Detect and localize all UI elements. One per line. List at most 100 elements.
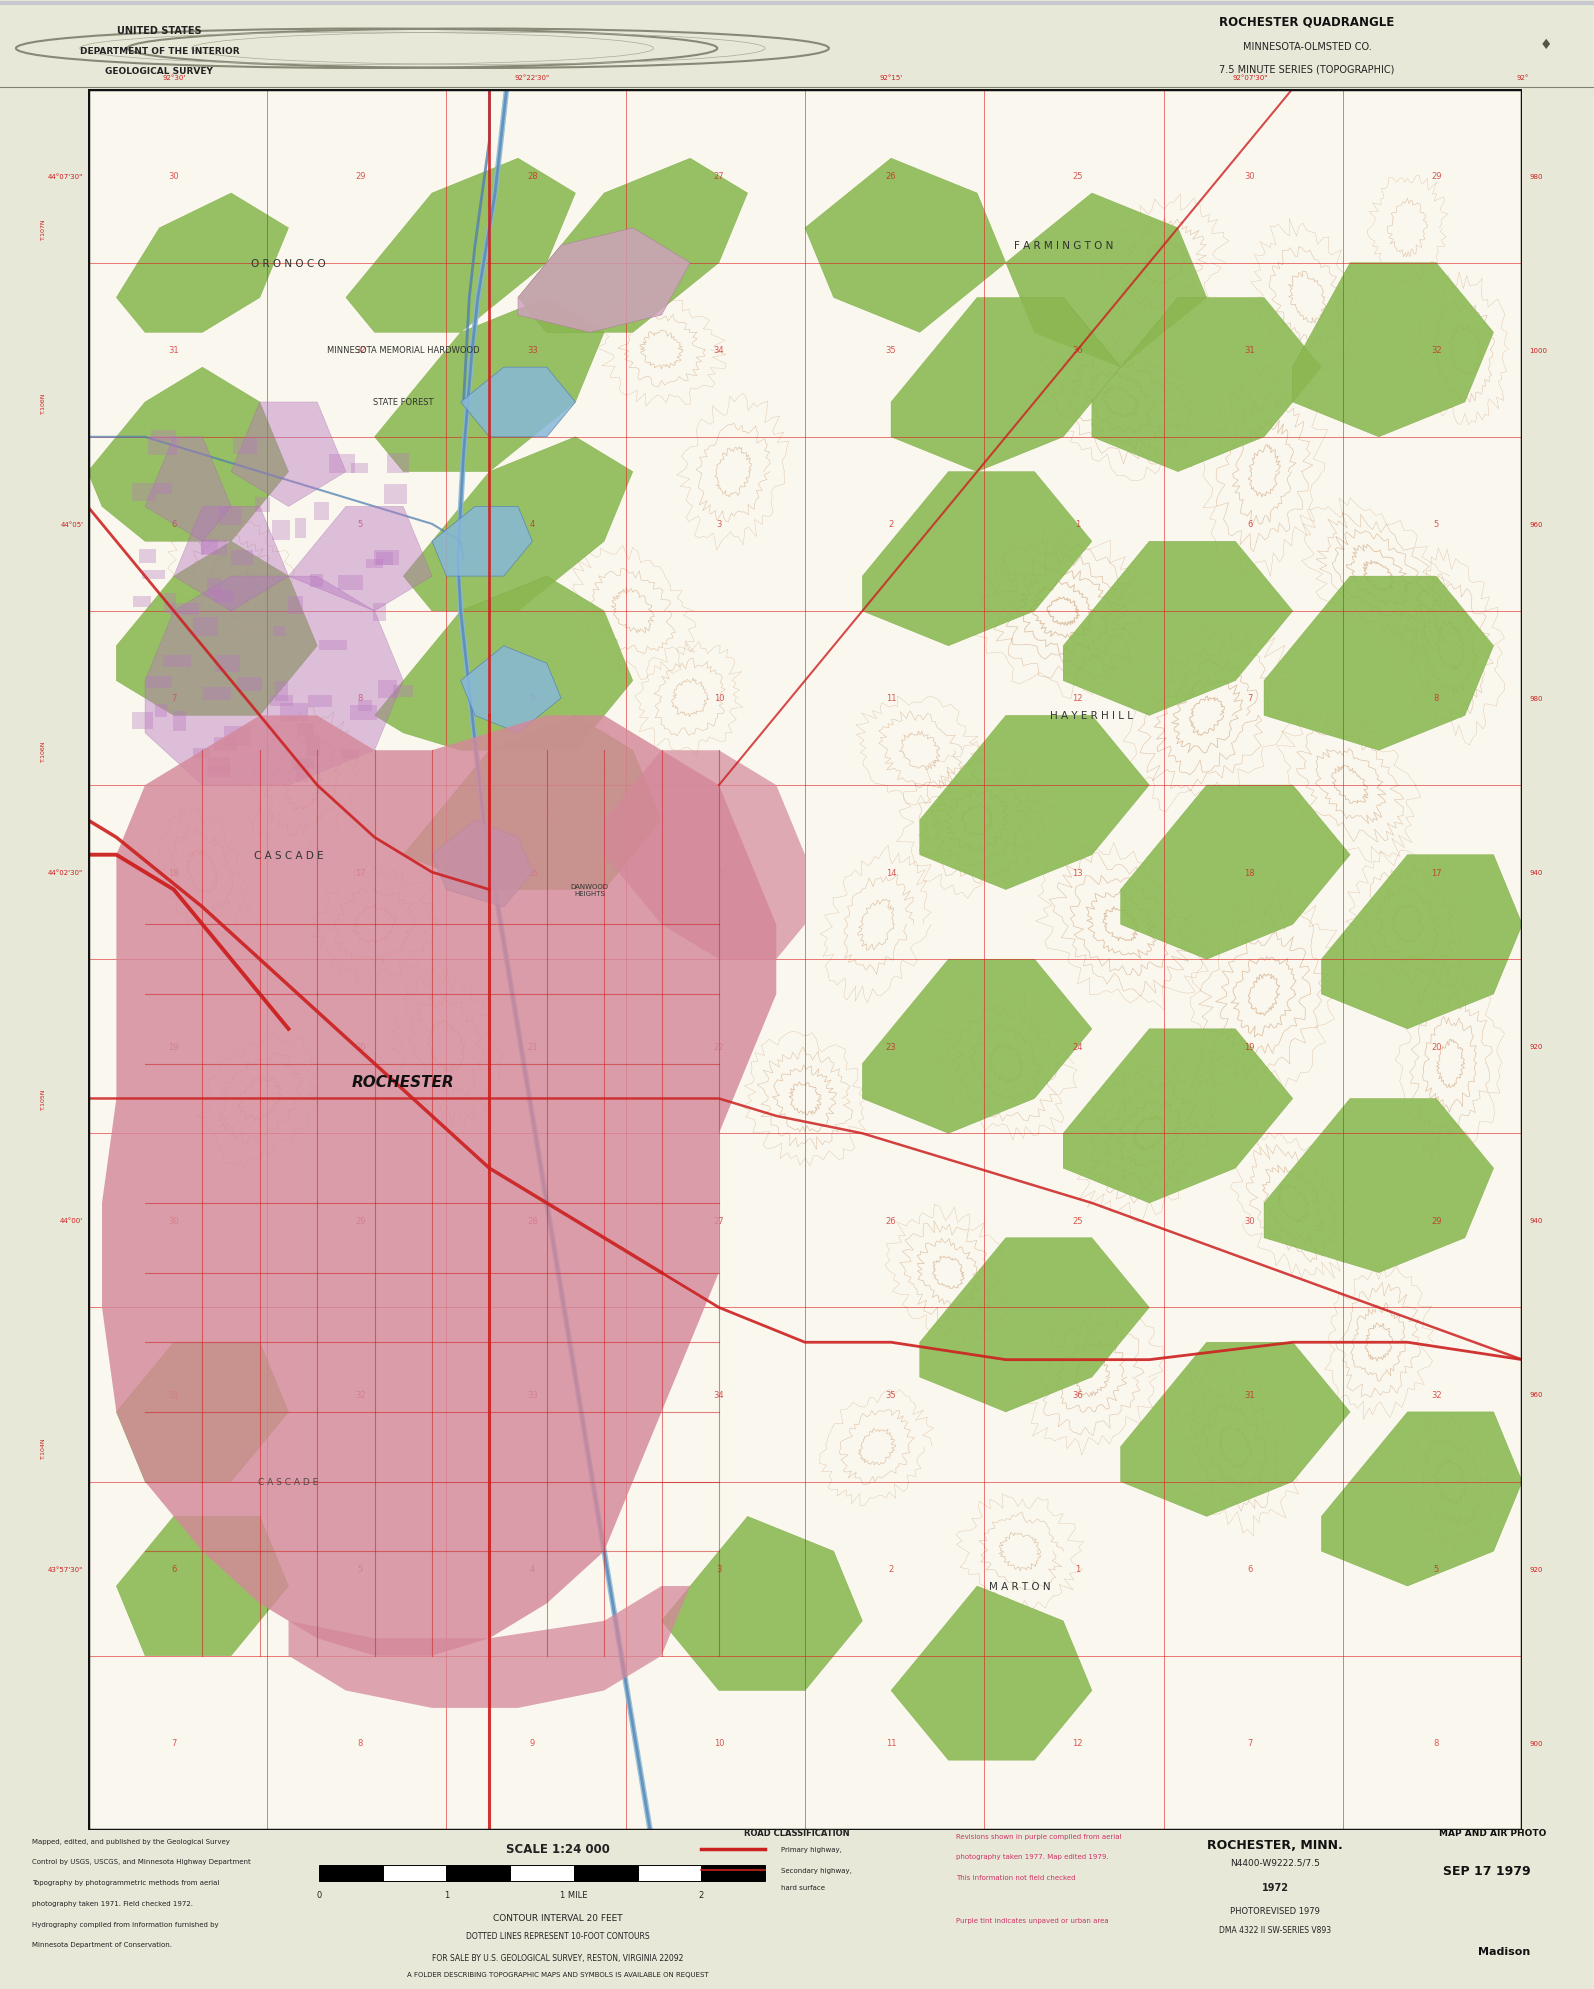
Bar	[207, 766, 230, 778]
Text: 1972: 1972	[1262, 1882, 1288, 1892]
Text: 26: 26	[886, 171, 896, 181]
Text: 8: 8	[357, 694, 363, 704]
Text: F A R M I N G T O N: F A R M I N G T O N	[1014, 241, 1113, 251]
Bar	[209, 758, 230, 774]
Text: FOR SALE BY U.S. GEOLOGICAL SURVEY, RESTON, VIRGINIA 22092: FOR SALE BY U.S. GEOLOGICAL SURVEY, REST…	[432, 1953, 684, 1963]
Text: MAP AND AIR PHOTO: MAP AND AIR PHOTO	[1439, 1828, 1546, 1836]
Polygon shape	[891, 1587, 1092, 1760]
Polygon shape	[920, 716, 1149, 891]
Bar	[276, 682, 289, 702]
Polygon shape	[116, 543, 317, 716]
Bar	[338, 575, 363, 591]
Text: MINNESOTA-OLMSTED CO.: MINNESOTA-OLMSTED CO.	[1243, 42, 1371, 52]
Text: 28: 28	[528, 171, 537, 181]
Text: 18: 18	[169, 867, 179, 877]
Bar	[309, 575, 324, 589]
Text: 2: 2	[888, 1563, 894, 1573]
Polygon shape	[1264, 1098, 1494, 1273]
Bar	[319, 1866, 383, 1882]
Text: 8: 8	[357, 1738, 363, 1748]
Polygon shape	[88, 368, 289, 543]
Text: 7: 7	[171, 694, 177, 704]
Bar	[271, 696, 293, 706]
Bar	[163, 656, 191, 668]
Bar	[383, 1866, 446, 1882]
Bar	[174, 712, 186, 732]
Text: ROCHESTER: ROCHESTER	[352, 1074, 454, 1090]
Text: 6: 6	[1247, 519, 1253, 529]
Text: 10: 10	[714, 1738, 724, 1748]
Text: 19: 19	[169, 1042, 179, 1052]
Bar	[201, 541, 226, 557]
Text: 22: 22	[714, 1042, 724, 1052]
Text: 940: 940	[1529, 1217, 1543, 1223]
Polygon shape	[1063, 543, 1293, 716]
Bar	[574, 1866, 638, 1882]
Text: 36: 36	[1073, 346, 1082, 356]
Text: photography taken 1971. Field checked 1972.: photography taken 1971. Field checked 19…	[32, 1899, 193, 1905]
Text: 980: 980	[1529, 173, 1543, 179]
Polygon shape	[1321, 1412, 1522, 1587]
Text: T.104N: T.104N	[41, 1436, 46, 1458]
Text: 32: 32	[1431, 1390, 1441, 1400]
Polygon shape	[1092, 298, 1321, 473]
Polygon shape	[1264, 577, 1494, 752]
Text: Minnesota Department of Conservation.: Minnesota Department of Conservation.	[32, 1941, 172, 1947]
Text: SEP 17 1979: SEP 17 1979	[1443, 1864, 1530, 1878]
Polygon shape	[102, 716, 776, 1655]
Text: 13: 13	[1073, 867, 1082, 877]
Bar	[273, 627, 285, 636]
Bar	[510, 1866, 574, 1882]
Text: 30: 30	[169, 171, 179, 181]
Text: 32: 32	[1431, 346, 1441, 356]
Text: 44°05': 44°05'	[61, 521, 83, 527]
Text: 44°07'30": 44°07'30"	[48, 173, 83, 179]
Text: 12: 12	[1073, 1738, 1082, 1748]
Bar	[308, 696, 332, 708]
Bar	[351, 463, 368, 473]
Text: 2: 2	[698, 1890, 705, 1899]
Text: 15: 15	[714, 867, 724, 877]
Text: 8: 8	[1433, 1738, 1439, 1748]
Text: 35: 35	[886, 1390, 896, 1400]
Polygon shape	[375, 577, 633, 752]
Polygon shape	[116, 1343, 289, 1482]
Polygon shape	[289, 1587, 690, 1709]
Text: 0: 0	[316, 1890, 322, 1899]
Bar	[193, 619, 218, 636]
Text: 26: 26	[886, 1215, 896, 1225]
Text: 31: 31	[169, 346, 179, 356]
Polygon shape	[174, 507, 289, 613]
Text: 19: 19	[1245, 1042, 1254, 1052]
Text: 2: 2	[888, 519, 894, 529]
Bar	[375, 551, 398, 567]
Polygon shape	[432, 507, 532, 577]
Text: ROCHESTER, MINN.: ROCHESTER, MINN.	[1207, 1838, 1344, 1852]
Text: M A R T O N: M A R T O N	[990, 1581, 1050, 1591]
Text: 6: 6	[171, 519, 177, 529]
Bar	[289, 597, 303, 615]
Text: 24: 24	[1073, 1042, 1082, 1052]
Text: 32: 32	[355, 1390, 365, 1400]
Text: 5: 5	[1433, 519, 1439, 529]
Text: Secondary highway,: Secondary highway,	[781, 1866, 851, 1874]
Polygon shape	[805, 159, 1006, 334]
Polygon shape	[1121, 786, 1350, 961]
Bar	[148, 438, 177, 455]
Text: Control by USGS, USCGS, and Minnesota Highway Department: Control by USGS, USCGS, and Minnesota Hi…	[32, 1858, 250, 1864]
Text: 32: 32	[355, 346, 365, 356]
Text: This information not field checked: This information not field checked	[956, 1874, 1076, 1880]
Text: 5: 5	[1433, 1563, 1439, 1573]
Bar	[151, 432, 175, 442]
Bar	[214, 591, 233, 603]
Bar	[357, 700, 373, 712]
Bar	[273, 521, 290, 541]
Text: 20: 20	[355, 1042, 365, 1052]
Text: 23: 23	[886, 1042, 896, 1052]
Text: N4400-W9222.5/7.5: N4400-W9222.5/7.5	[1231, 1858, 1320, 1868]
Text: 3: 3	[716, 1563, 722, 1573]
Bar	[139, 549, 156, 565]
Bar	[376, 553, 394, 565]
Text: Madison: Madison	[1478, 1945, 1530, 1955]
Text: 1: 1	[1074, 519, 1081, 529]
